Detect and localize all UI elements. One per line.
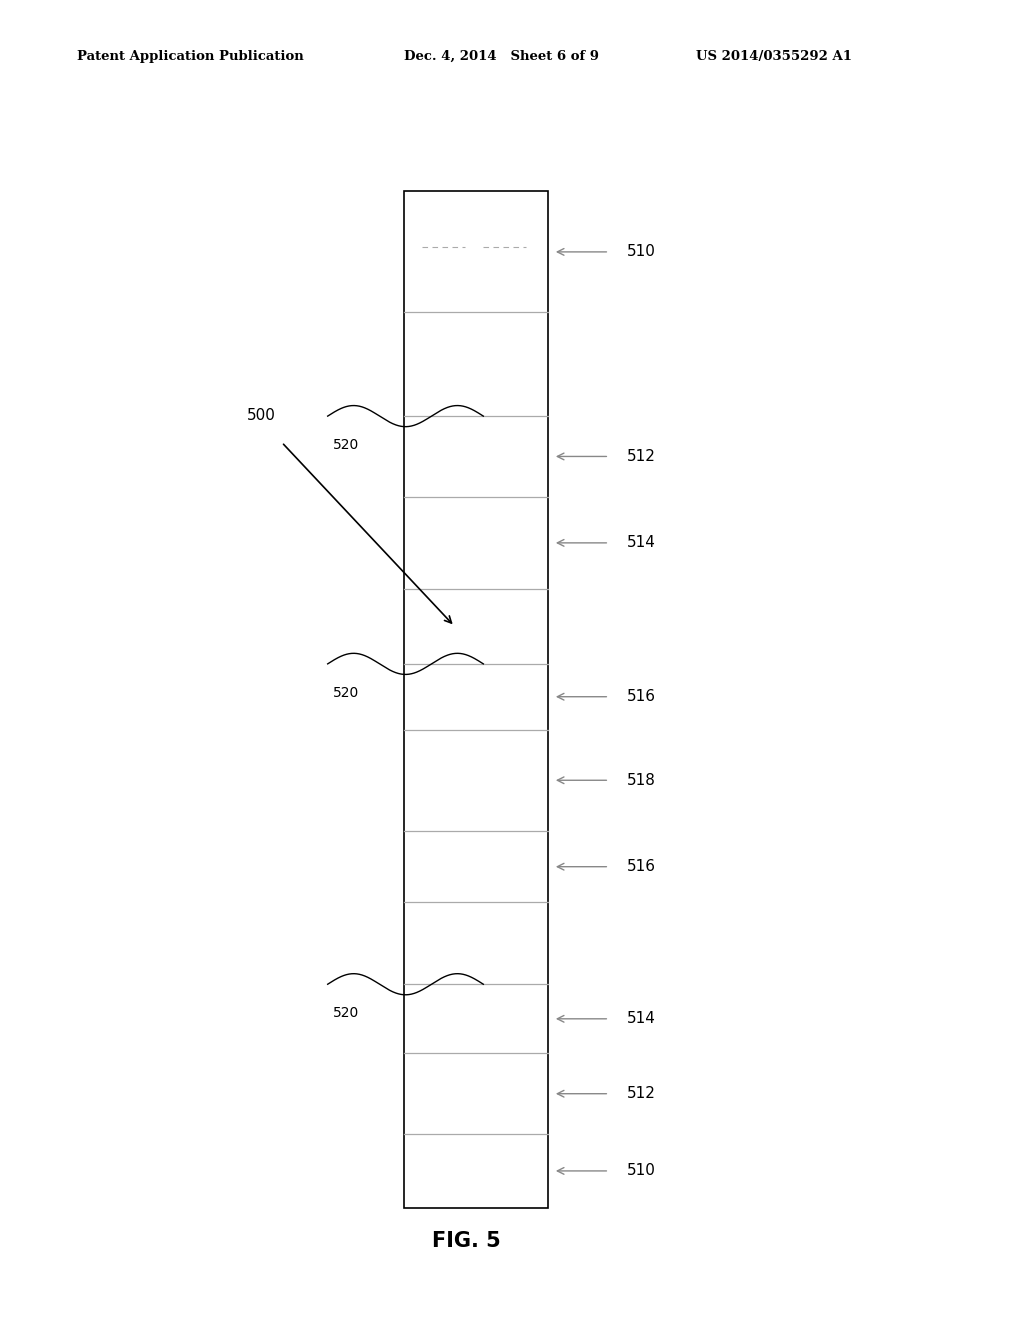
Text: 512: 512 (627, 449, 655, 463)
Text: 500: 500 (247, 408, 275, 424)
Text: 520: 520 (333, 686, 359, 700)
Text: 512: 512 (627, 1086, 655, 1101)
Text: US 2014/0355292 A1: US 2014/0355292 A1 (696, 50, 852, 63)
Text: 516: 516 (627, 689, 655, 704)
Text: 510: 510 (627, 1163, 655, 1179)
Text: 510: 510 (627, 244, 655, 260)
Text: 518: 518 (627, 772, 655, 788)
Text: Patent Application Publication: Patent Application Publication (77, 50, 303, 63)
Text: Dec. 4, 2014   Sheet 6 of 9: Dec. 4, 2014 Sheet 6 of 9 (404, 50, 599, 63)
Text: 516: 516 (627, 859, 655, 874)
Text: FIG. 5: FIG. 5 (431, 1230, 501, 1251)
Text: 520: 520 (333, 438, 359, 453)
Text: 514: 514 (627, 1011, 655, 1027)
Text: 514: 514 (627, 536, 655, 550)
Bar (404, 191, 548, 1208)
Text: 520: 520 (333, 1006, 359, 1020)
